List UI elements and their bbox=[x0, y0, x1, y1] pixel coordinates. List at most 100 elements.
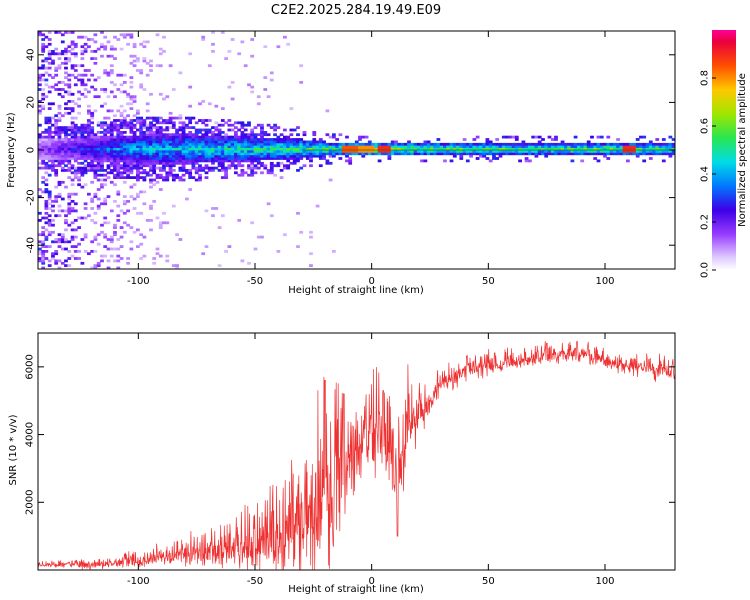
spectrogram-cell bbox=[185, 150, 189, 153]
spectrogram-cell bbox=[77, 135, 81, 139]
spectrogram-cell bbox=[136, 116, 140, 120]
spectrogram-cell bbox=[155, 64, 160, 68]
spectrogram-cell bbox=[495, 142, 500, 146]
spectrogram-cell bbox=[44, 119, 49, 122]
spectrogram-cell bbox=[557, 142, 562, 146]
spectrogram-cell bbox=[100, 164, 104, 168]
spectrogram-cell bbox=[185, 197, 189, 201]
spectrogram-cell bbox=[593, 150, 598, 153]
spectrogram-cell bbox=[100, 138, 104, 141]
spectrogram-cell bbox=[54, 259, 59, 263]
spectrogram-cell bbox=[126, 173, 130, 177]
spectrogram-cell bbox=[93, 176, 98, 179]
spectrogram-cell bbox=[77, 161, 81, 165]
spectrogram-cell bbox=[60, 81, 65, 84]
spectrogram-cell bbox=[475, 147, 480, 151]
spectrogram-cell bbox=[439, 142, 444, 146]
spectrogram-cell bbox=[423, 145, 428, 148]
spectrogram-cell bbox=[240, 145, 245, 148]
spectrogram-cell bbox=[626, 145, 630, 148]
spectrogram-cell bbox=[511, 147, 516, 151]
spectrogram-cell bbox=[93, 61, 98, 65]
spectrogram-cell bbox=[194, 154, 199, 158]
spectrogram-cell bbox=[207, 147, 212, 151]
spectrogram-cell bbox=[250, 169, 255, 172]
spectrogram-cell bbox=[586, 150, 591, 153]
spectrogram-cell bbox=[41, 59, 46, 63]
spectrogram-cell bbox=[220, 164, 225, 168]
spectrogram-cell bbox=[531, 152, 536, 156]
spectrogram-cell bbox=[524, 152, 529, 156]
spectrogram-cell bbox=[168, 173, 173, 177]
spectrogram-cell bbox=[318, 138, 323, 141]
spectrogram-cell bbox=[54, 252, 59, 256]
spectrogram-cell bbox=[122, 150, 127, 153]
spectrogram-cell bbox=[240, 171, 245, 175]
spectrogram-cell bbox=[162, 169, 166, 172]
spectrogram-cell bbox=[514, 135, 519, 139]
spectrogram-cell bbox=[119, 209, 124, 213]
spectrogram-cell bbox=[106, 95, 111, 99]
spectrogram-cell bbox=[348, 145, 353, 148]
spectrogram-cell bbox=[462, 142, 467, 146]
spectrogram-cell bbox=[482, 150, 487, 153]
spectrogram-cell bbox=[541, 147, 545, 151]
spectrogram-cell bbox=[149, 126, 153, 129]
spectrogram-cell bbox=[73, 228, 78, 232]
spectrogram-cell bbox=[299, 147, 304, 151]
spectrogram-cell bbox=[87, 109, 91, 113]
spectrogram-cell bbox=[420, 159, 424, 163]
spectrogram-cell bbox=[309, 235, 313, 239]
spectrogram-cell bbox=[87, 142, 91, 146]
spectrogram-cell bbox=[116, 247, 121, 251]
spectrogram-cell bbox=[70, 140, 75, 144]
spectrogram-cell bbox=[181, 138, 186, 141]
spectrogram-cell bbox=[119, 119, 124, 122]
spectrogram-cell bbox=[129, 33, 134, 37]
spectrogram-cell bbox=[70, 100, 75, 103]
spectrogram-cell bbox=[639, 142, 643, 146]
spectrogram-cell bbox=[358, 135, 362, 139]
spectrogram-cell bbox=[100, 159, 104, 163]
spectrogram-cell bbox=[185, 133, 189, 137]
spectrogram-cell bbox=[165, 95, 170, 99]
spectrogram-cell bbox=[57, 116, 62, 120]
spectrogram-cell bbox=[240, 154, 245, 158]
colorbar-tick-label: 0.4 bbox=[700, 166, 711, 182]
spectrogram-cell bbox=[126, 123, 130, 127]
spectrogram-cell bbox=[609, 152, 614, 156]
spectrogram-cell bbox=[47, 207, 52, 210]
spectrogram-cell bbox=[253, 150, 258, 153]
spectrogram-cell bbox=[165, 221, 170, 225]
spectrogram-cell bbox=[73, 54, 78, 58]
spectrogram-cell bbox=[194, 161, 199, 165]
spectrogram-cell bbox=[152, 131, 157, 134]
spectrogram-cell bbox=[253, 164, 258, 168]
spectrogram-cell bbox=[175, 131, 179, 134]
spectrogram-cell bbox=[211, 133, 215, 137]
spectrogram-cell bbox=[266, 154, 271, 158]
spectrogram-cell bbox=[100, 131, 104, 134]
spectrogram-cell bbox=[132, 64, 137, 68]
spectrogram-cell bbox=[152, 119, 157, 122]
spectrogram-cell bbox=[348, 157, 353, 160]
spectrogram-cell bbox=[106, 126, 111, 129]
spectrogram-cell bbox=[554, 150, 558, 153]
spectrogram-cell bbox=[132, 135, 137, 139]
spectrogram-cell bbox=[361, 152, 366, 156]
spectrogram-cell bbox=[302, 140, 307, 144]
spectrogram-cell bbox=[44, 131, 49, 134]
spectrogram-cell bbox=[305, 157, 310, 160]
spectrogram-cell bbox=[168, 135, 173, 139]
spectrogram-cell bbox=[367, 142, 372, 146]
spectrogram-cell bbox=[201, 157, 206, 160]
spectrogram-cell bbox=[113, 147, 117, 151]
spectrogram-cell bbox=[103, 235, 108, 239]
spectrogram-cell bbox=[119, 142, 124, 146]
spectrogram-cell bbox=[289, 161, 294, 165]
spectrogram-cell bbox=[201, 100, 206, 103]
spectrogram-cell bbox=[250, 145, 255, 148]
spectrogram-cell bbox=[67, 50, 72, 53]
spectrogram-cell bbox=[96, 142, 101, 146]
spectrogram-cell bbox=[351, 152, 356, 156]
